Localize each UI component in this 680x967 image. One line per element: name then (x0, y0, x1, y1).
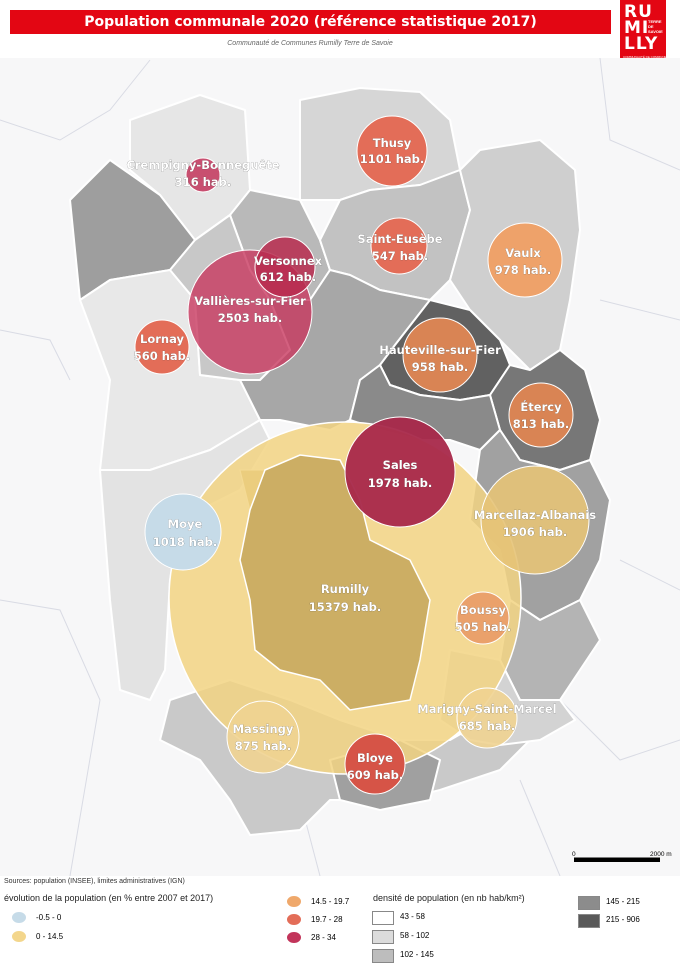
legend-label-evo-3: 19.7 - 28 (311, 915, 343, 924)
pop-hauteville: 958 hab. (412, 360, 469, 374)
circle-vaulx (487, 222, 563, 298)
legend-swatch-evo-1 (12, 931, 26, 942)
circle-marcellaz (480, 465, 590, 575)
label-boussy: Boussy (460, 603, 507, 617)
label-vaulx: Vaulx (505, 246, 541, 260)
pop-thusy: 1101 hab. (360, 152, 425, 166)
legend-swatch-evo-0 (12, 912, 26, 923)
legend-label-den-3: 145 - 215 (606, 897, 640, 906)
pop-marcellaz: 1906 hab. (503, 525, 568, 539)
label-thusy: Thusy (373, 136, 412, 150)
label-saint-eusebe: Saint-Eusèbe (357, 232, 442, 246)
pop-vaulx: 978 hab. (495, 263, 552, 277)
circle-hauteville (402, 317, 478, 393)
legend-density-title: densité de population (en nb hab/km²) (373, 893, 525, 903)
label-vallieres: Vallières-sur-Fier (194, 294, 306, 308)
circle-thusy (356, 115, 428, 187)
circle-saint-eusebe (370, 217, 428, 275)
rumilly-logo: RU MI TERRE DE SAVOIE LLY COMMUNAUTÉ DE … (620, 0, 669, 62)
pop-etercy: 813 hab. (513, 417, 570, 431)
circle-moye (144, 493, 222, 571)
pop-sales: 1978 hab. (368, 476, 433, 490)
label-versonnex: Versonnex (254, 254, 323, 268)
pop-crempigny: 316 hab. (175, 175, 232, 189)
legend-label-evo-0: -0.5 - 0 (36, 913, 62, 922)
legend-label-evo-2: 14.5 - 19.7 (311, 897, 350, 906)
circle-versonnex (254, 236, 316, 298)
circle-marigny (456, 687, 518, 749)
map-title: Population communale 2020 (référence sta… (10, 10, 611, 34)
scale-bar: 0 2000 m (572, 851, 672, 862)
circle-massingy (226, 700, 300, 774)
legend-label-den-4: 215 - 906 (606, 915, 640, 924)
legend-swatch-den-2 (372, 949, 394, 963)
circle-lornay (134, 319, 190, 375)
legend-label-evo-4: 28 - 34 (311, 933, 336, 942)
pop-versonnex: 612 hab. (260, 270, 317, 284)
outside-boundaries (0, 58, 680, 876)
label-massingy: Massingy (233, 722, 294, 736)
label-rumilly: Rumilly (321, 582, 370, 596)
legend-swatch-evo-2 (287, 896, 301, 907)
circle-crempigny (185, 157, 221, 193)
pop-massingy: 875 hab. (235, 739, 292, 753)
legend-swatch-den-1 (372, 930, 394, 944)
legend-label-den-2: 102 - 145 (400, 950, 434, 959)
label-sales: Sales (383, 458, 418, 472)
circle-etercy (508, 382, 574, 448)
circle-bloye (344, 733, 406, 795)
pop-bloye: 609 hab. (347, 768, 404, 782)
legend-swatch-den-3 (578, 896, 600, 910)
label-crempigny: Crempigny-Bonneguête (126, 158, 279, 172)
label-moye: Moye (168, 517, 203, 531)
scale-start: 0 (572, 851, 576, 858)
pop-rumilly: 15379 hab. (309, 600, 382, 614)
legend-density: densité de population (en nb hab/km²) (373, 893, 525, 903)
label-etercy: Étercy (520, 399, 562, 414)
legend-swatch-evo-4 (287, 932, 301, 943)
scale-end: 2000 m (650, 851, 672, 858)
pop-saint-eusebe: 547 hab. (372, 249, 429, 263)
circle-sales (344, 416, 456, 528)
label-lornay: Lornay (140, 332, 184, 346)
sources-note: Sources: population (INSEE), limites adm… (4, 878, 185, 885)
label-bloye: Bloye (357, 751, 393, 765)
legend-swatch-den-0 (372, 911, 394, 925)
legend-label-den-0: 43 - 58 (400, 912, 425, 921)
legend-label-evo-1: 0 - 14.5 (36, 932, 64, 941)
legend-swatch-evo-3 (287, 914, 301, 925)
label-hauteville: Hauteville-sur-Fier (379, 343, 501, 357)
legend-label-den-1: 58 - 102 (400, 931, 430, 940)
pop-boussy: 505 hab. (455, 620, 512, 634)
label-marigny: Marigny-Saint-Marcel (417, 702, 556, 716)
legend-swatch-den-4 (578, 914, 600, 928)
map-subtitle: Communauté de Communes Rumilly Terre de … (227, 40, 393, 47)
circle-boussy (456, 591, 510, 645)
pop-moye: 1018 hab. (153, 535, 218, 549)
pop-vallieres: 2503 hab. (218, 311, 283, 325)
legend-evolution: évolution de la population (en % entre 2… (4, 893, 213, 903)
label-marcellaz: Marcellaz-Albanais (474, 508, 596, 522)
legend-evolution-title: évolution de la population (en % entre 2… (4, 893, 214, 903)
pop-marigny: 685 hab. (459, 719, 516, 733)
pop-lornay: 560 hab. (134, 349, 191, 363)
